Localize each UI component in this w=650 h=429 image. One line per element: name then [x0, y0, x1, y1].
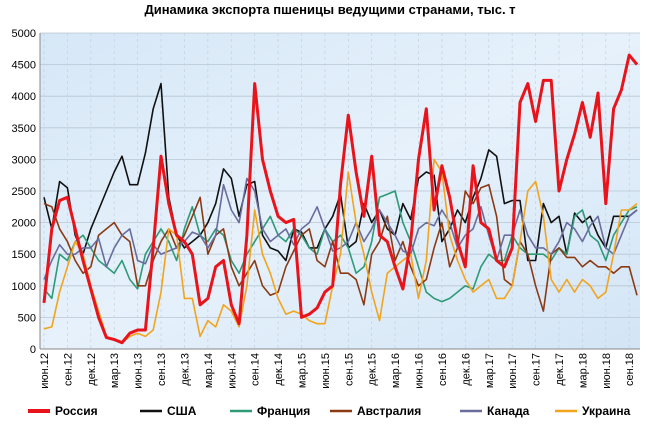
y-tick-label: 4500	[12, 60, 36, 72]
series-line	[43, 158, 638, 344]
y-tick-label: 2000	[12, 218, 36, 230]
y-tick-label: 3000	[12, 154, 36, 166]
legend-label: Канада	[487, 404, 530, 418]
x-tick-label: мар.17	[484, 353, 496, 388]
axes: 0 500 1000 1500 2000 2500 3000 3500 4000 4500 5000…	[12, 28, 640, 389]
legend-label: Австралия	[357, 404, 421, 418]
series-line	[42, 53, 639, 345]
y-tick-label: 1000	[12, 281, 36, 293]
y-tick-label: 4000	[12, 91, 36, 103]
x-tick-label: дек.14	[273, 353, 285, 386]
lines	[42, 53, 639, 345]
x-tick-label: июн.15	[320, 353, 332, 389]
x-tick-label: дек.13	[179, 353, 191, 386]
x-tick-label: июн.14	[226, 353, 238, 389]
y-tick-label: 500	[18, 312, 36, 324]
y-tick-label: 2500	[12, 186, 36, 198]
x-tick-label: июн.17	[507, 353, 519, 389]
chart-title: Динамика экспорта пшеницы ведущими стран…	[144, 2, 515, 17]
x-tick-label: сен.17	[531, 353, 543, 386]
legend-label: Украина	[582, 404, 631, 418]
x-tick-label: дек.15	[367, 353, 379, 386]
y-tick-label: 5000	[12, 28, 36, 40]
legend-label: США	[167, 404, 197, 418]
legend-label: Франция	[257, 404, 310, 418]
x-tick-label: мар.14	[203, 353, 215, 388]
x-tick-label: мар.15	[296, 353, 308, 388]
y-tick-label: 0	[30, 344, 36, 356]
x-tick-label: дек.12	[86, 353, 98, 386]
legend: Россия США Франция Австралия Канада Украина	[28, 404, 631, 418]
x-tick-label: сен.13	[156, 353, 168, 386]
x-tick-label: июн.16	[414, 353, 426, 389]
x-tick-label: дек.16	[460, 353, 472, 386]
x-tick-label: дек.17	[554, 353, 566, 386]
x-tick-label: июн.12	[39, 353, 51, 389]
x-tick-label: сен.15	[343, 353, 355, 386]
x-tick-label: мар.13	[109, 353, 121, 388]
series-line	[43, 183, 638, 312]
x-tick-label: сен.16	[437, 353, 449, 386]
x-tick-label: сен.14	[250, 353, 262, 386]
series-line	[43, 190, 638, 303]
x-tick-label: июн.18	[601, 353, 613, 389]
y-tick-label: 3500	[12, 123, 36, 135]
legend-label: Россия	[55, 404, 98, 418]
x-tick-label: мар.18	[577, 353, 589, 388]
y-tick-label: 1500	[12, 249, 36, 261]
x-tick-label: сен.18	[624, 353, 636, 386]
x-tick-label: мар.16	[390, 353, 402, 388]
x-tick-label: июн.13	[133, 353, 145, 389]
x-tick-label: сен.12	[62, 353, 74, 386]
